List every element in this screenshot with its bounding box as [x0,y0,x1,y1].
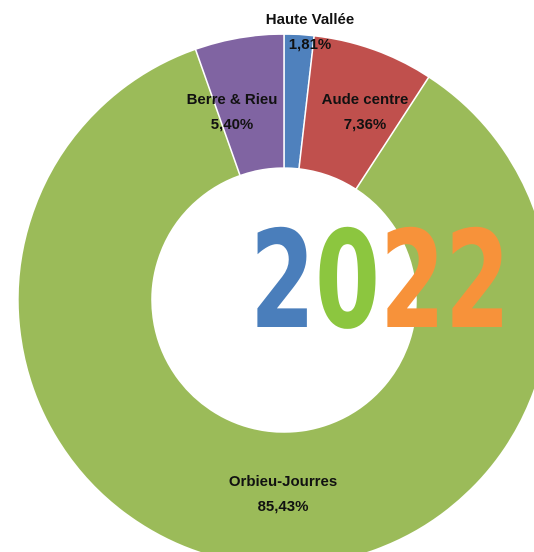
slice-value-label: 85,43% [258,498,309,515]
slice-label: Berre & Rieu [187,91,278,108]
center-digit: 0 [315,202,380,359]
slice-value-label: 5,40% [211,116,254,133]
center-text: 2022 [250,202,510,359]
slice-label: Aude centre [322,91,409,108]
center-digit: 2 [445,202,510,359]
donut-slice [17,48,534,552]
slice-value-label: 1,81% [289,36,332,53]
slice-label: Orbieu-Jourres [229,473,337,490]
slice-label: Haute Vallée [266,11,354,28]
donut-slice [194,33,285,177]
slice-value-label: 7,36% [344,116,387,133]
center-digit: 2 [250,202,315,359]
center-digit: 2 [380,202,445,359]
